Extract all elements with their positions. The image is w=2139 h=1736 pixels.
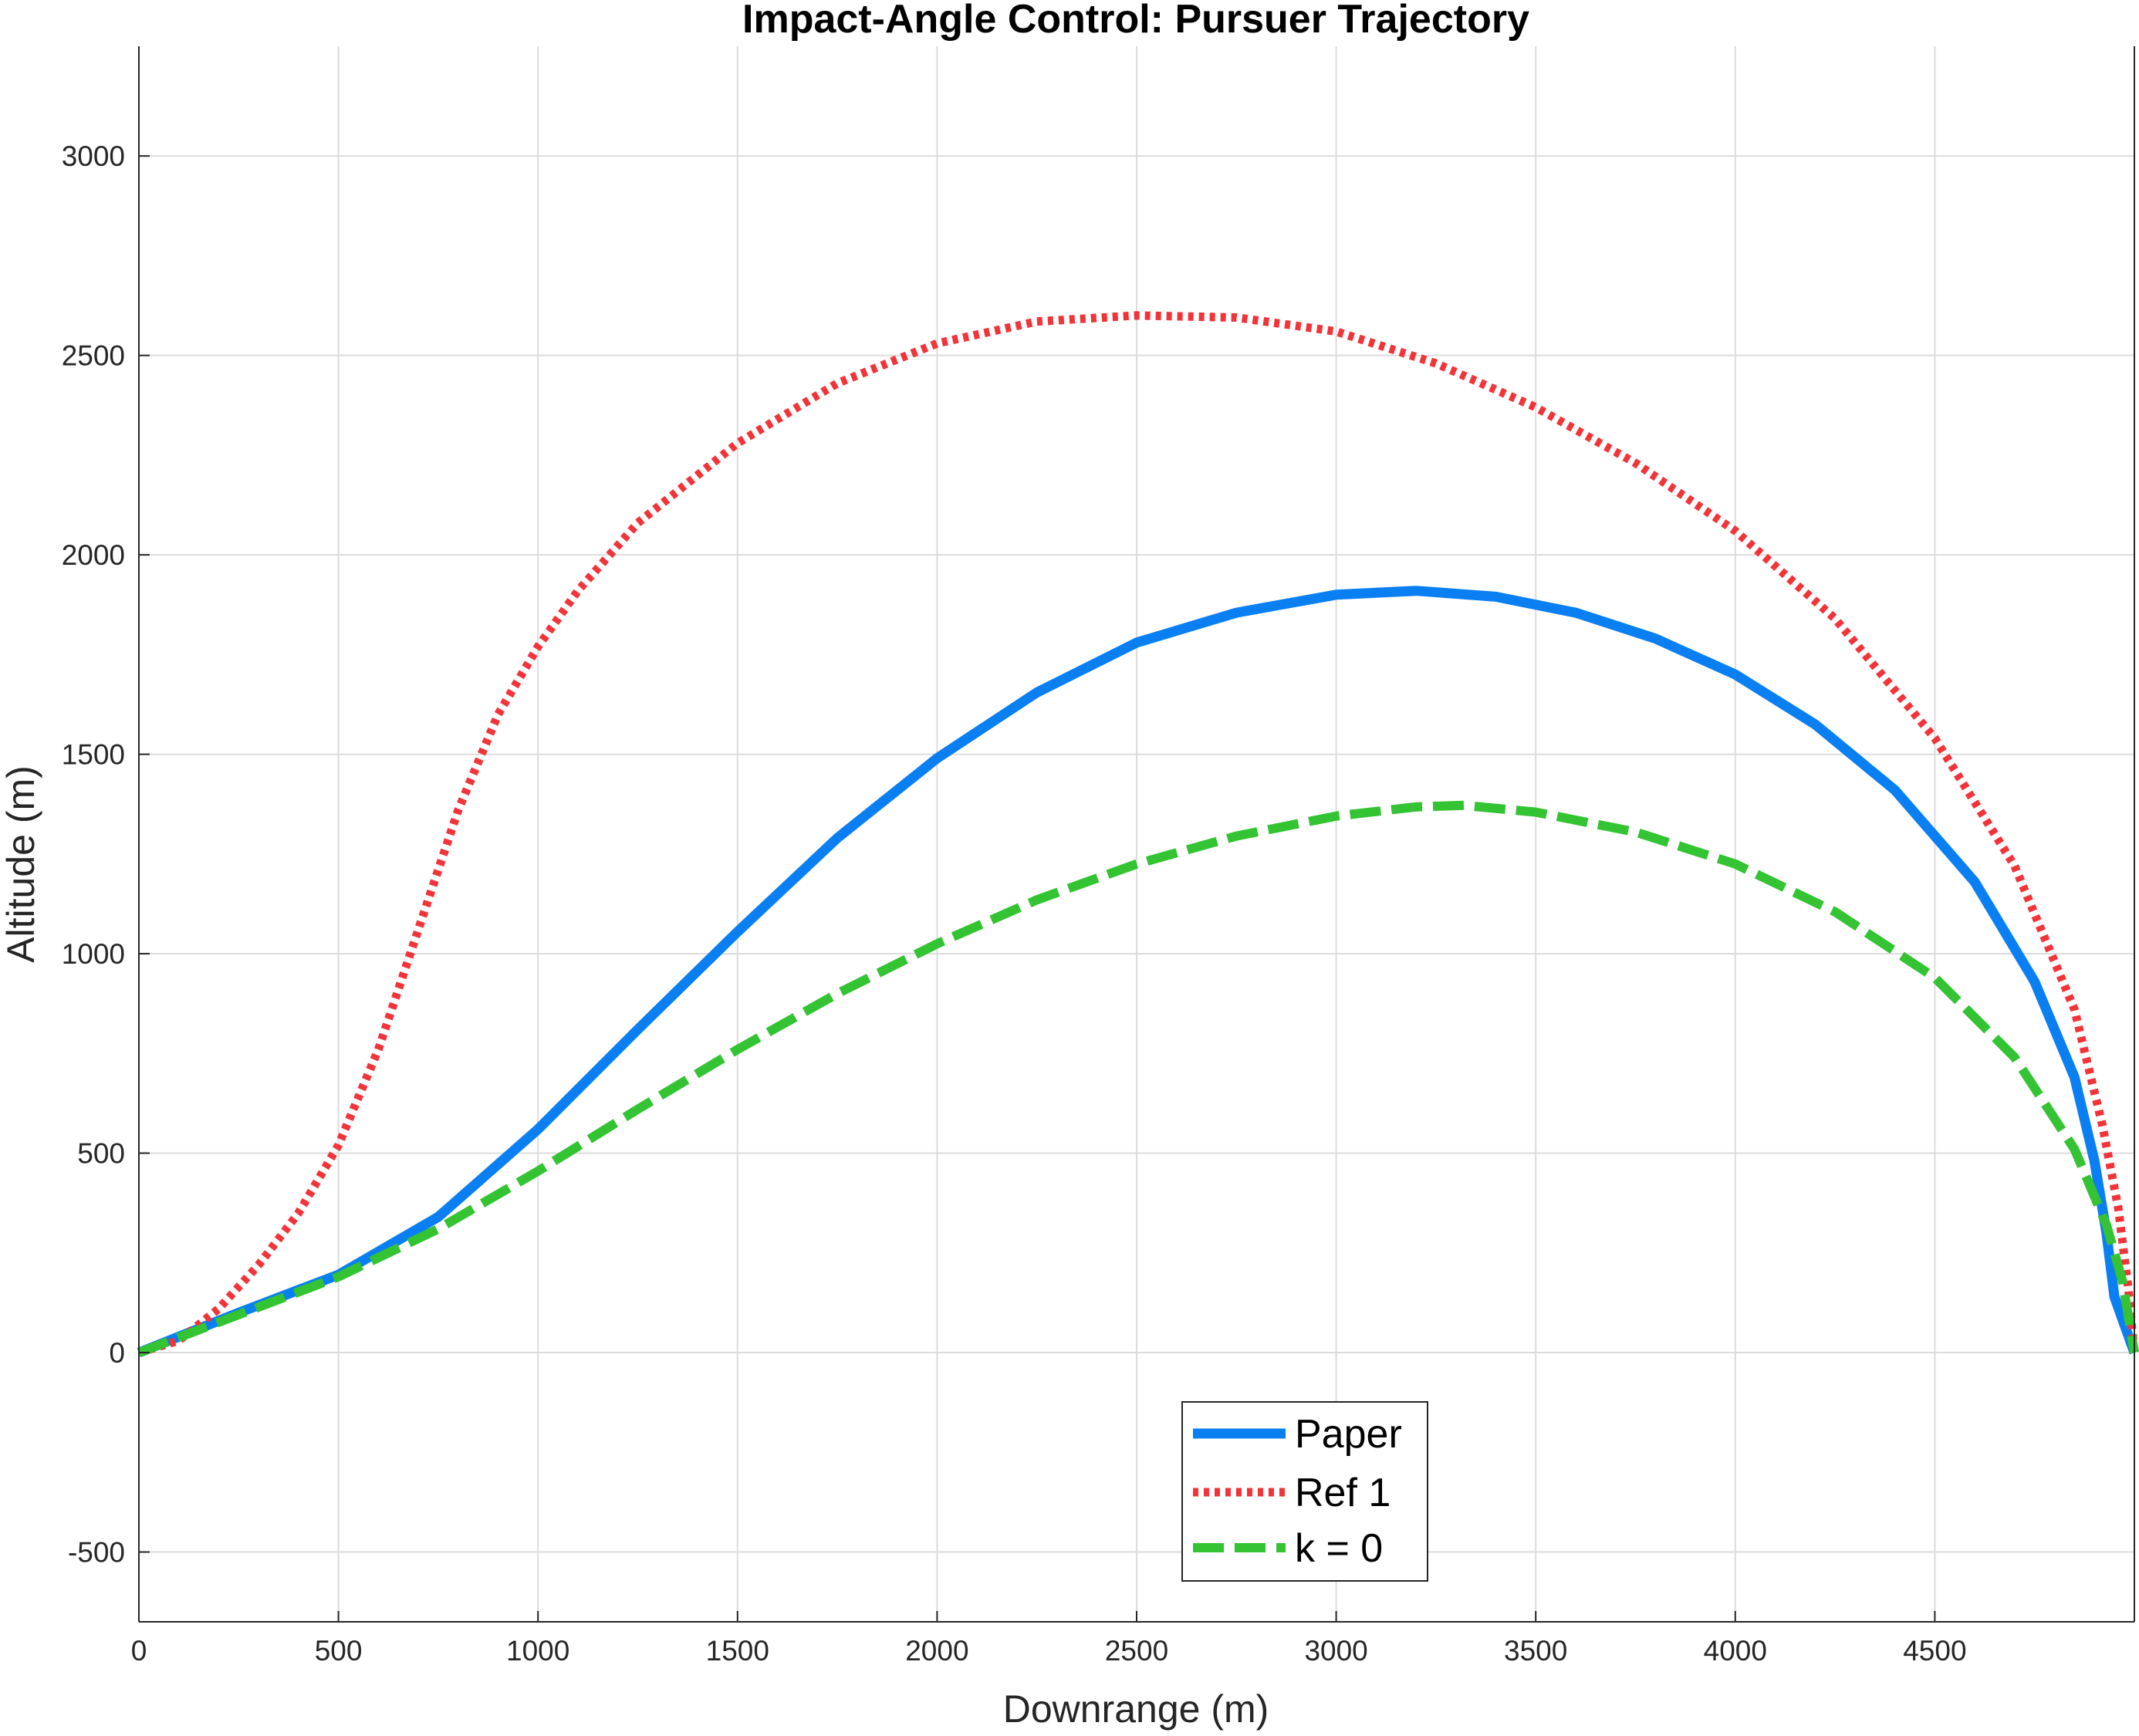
x-tick-label: 500 xyxy=(315,1635,363,1667)
series-line-paper xyxy=(137,586,2139,1358)
axes xyxy=(138,46,2135,1623)
series-line-k-0 xyxy=(137,800,2139,1357)
y-tick-label: 2000 xyxy=(62,539,125,571)
y-tick-label: 1000 xyxy=(62,938,125,970)
y-tick-label: 500 xyxy=(77,1138,125,1170)
x-axis-label: Downrange (m) xyxy=(1003,1687,1269,1731)
x-tick-label: 4500 xyxy=(1903,1635,1966,1667)
tick-labels: 0 500 1000 1500 2000 2500 3000 3500 4000 4500 -500… xyxy=(62,140,1967,1667)
series-line-ref-1 xyxy=(137,311,2139,1357)
y-tick-label: 2500 xyxy=(62,340,125,372)
x-tick-label: 3500 xyxy=(1504,1635,1567,1667)
legend-label-ref-1: Ref 1 xyxy=(1295,1471,1391,1515)
chart-title: Impact-Angle Control: Pursuer Trajectory xyxy=(742,0,1529,42)
y-tick-label: 3000 xyxy=(62,140,125,172)
x-tick-label: 2500 xyxy=(1105,1635,1168,1667)
legend-label-k-0: k = 0 xyxy=(1295,1526,1383,1571)
x-tick-label: 1500 xyxy=(706,1635,769,1667)
y-axis-label: Altitude (m) xyxy=(0,765,42,963)
y-tick-label: 0 xyxy=(109,1337,125,1369)
grid xyxy=(138,46,2134,1622)
x-tick-label: 1000 xyxy=(506,1635,569,1667)
plot-lines xyxy=(137,311,2139,1358)
x-tick-label: 2000 xyxy=(905,1635,968,1667)
legend-label-paper: Paper xyxy=(1295,1412,1402,1457)
x-tick-label: 0 xyxy=(131,1635,147,1667)
legend: Paper Ref 1 k = 0 xyxy=(1181,1401,1428,1582)
y-tick-label: 1500 xyxy=(62,739,125,771)
y-tick-label: -500 xyxy=(68,1537,125,1569)
x-tick-label: 4000 xyxy=(1704,1635,1767,1667)
x-tick-label: 3000 xyxy=(1304,1635,1367,1667)
